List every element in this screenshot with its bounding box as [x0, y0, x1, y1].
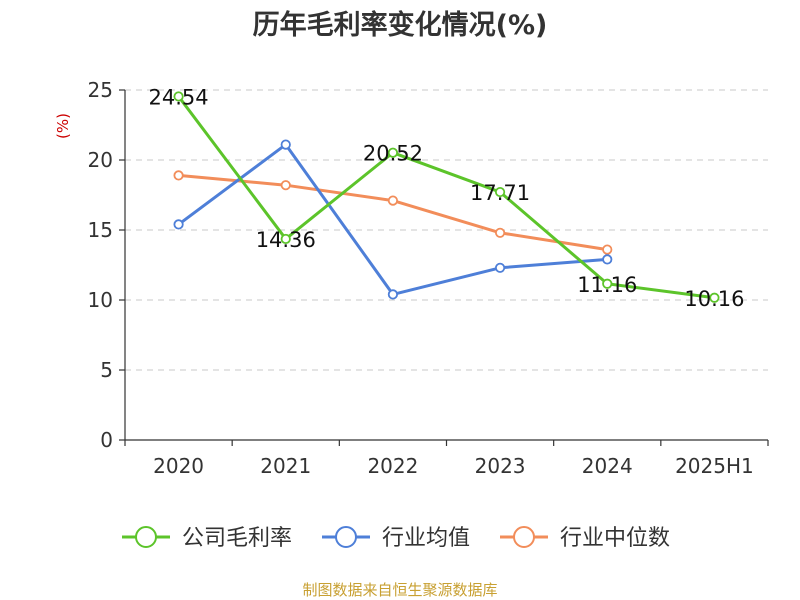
data-label: 20.52: [363, 142, 423, 166]
legend-marker: [335, 526, 357, 548]
y-tick-label: 15: [88, 218, 113, 242]
data-label: 17.71: [470, 181, 530, 205]
data-point: [280, 180, 291, 191]
data-point: [387, 289, 399, 300]
series-line: [177, 143, 608, 296]
data-point: [387, 147, 399, 158]
data-point: [494, 227, 506, 238]
data-point: [280, 139, 291, 150]
x-tick-label: 2023: [475, 454, 526, 478]
legend-label: 行业均值: [382, 526, 470, 551]
legend-marker: [135, 526, 157, 548]
data-point: [494, 262, 506, 273]
series-lines: [173, 91, 720, 303]
y-tick-label: 5: [100, 358, 113, 382]
y-axis-unit: (%): [54, 113, 72, 139]
x-tick-label: 2021: [260, 454, 311, 478]
data-point: [387, 195, 399, 206]
data-point: [602, 254, 613, 265]
gridlines: [125, 89, 768, 371]
y-tick-label: 20: [88, 148, 113, 172]
data-label: 10.16: [684, 287, 744, 311]
data-point: [602, 244, 613, 255]
y-tick-label: 0: [100, 428, 113, 452]
x-tick-label: 2022: [367, 454, 418, 478]
data-point: [280, 233, 291, 245]
data-labels: 24.54 14.36 20.52 17.71 11.16 10.16: [149, 85, 745, 310]
legend-label: 行业中位数: [560, 526, 670, 551]
series-line: [177, 95, 715, 300]
data-label: 24.54: [149, 85, 209, 109]
axes: 0 5 10 15 20 25 2020 2021 2022 2023 2024 2025H1: [88, 78, 769, 478]
series-2: [173, 170, 613, 255]
data-point: [173, 219, 184, 230]
data-label: 14.36: [256, 228, 316, 252]
data-point: [602, 278, 613, 289]
legend-item: 行业均值: [322, 526, 470, 551]
series-1: [173, 139, 613, 300]
legend-marker: [513, 526, 535, 548]
x-tick-label: 2024: [582, 454, 633, 478]
x-tick-label: 2025H1: [675, 454, 754, 478]
data-point: [173, 91, 184, 102]
data-point: [494, 186, 506, 198]
legend: 公司毛利率 行业均值 行业中位数: [122, 526, 670, 551]
x-tick-label: 2020: [153, 454, 204, 478]
legend-item: 行业中位数: [500, 526, 670, 551]
y-tick-label: 25: [88, 78, 113, 102]
y-tick-label: 10: [88, 288, 113, 312]
data-point: [173, 170, 184, 181]
series-0: [173, 91, 720, 303]
legend-label: 公司毛利率: [182, 526, 292, 551]
data-point: [709, 292, 720, 303]
data-label: 11.16: [577, 273, 637, 297]
legend-item: 公司毛利率: [122, 526, 292, 551]
chart-title: 历年毛利率变化情况(%): [253, 9, 548, 41]
source-note: 制图数据来自恒生聚源数据库: [302, 581, 497, 599]
series-line: [178, 173, 608, 252]
